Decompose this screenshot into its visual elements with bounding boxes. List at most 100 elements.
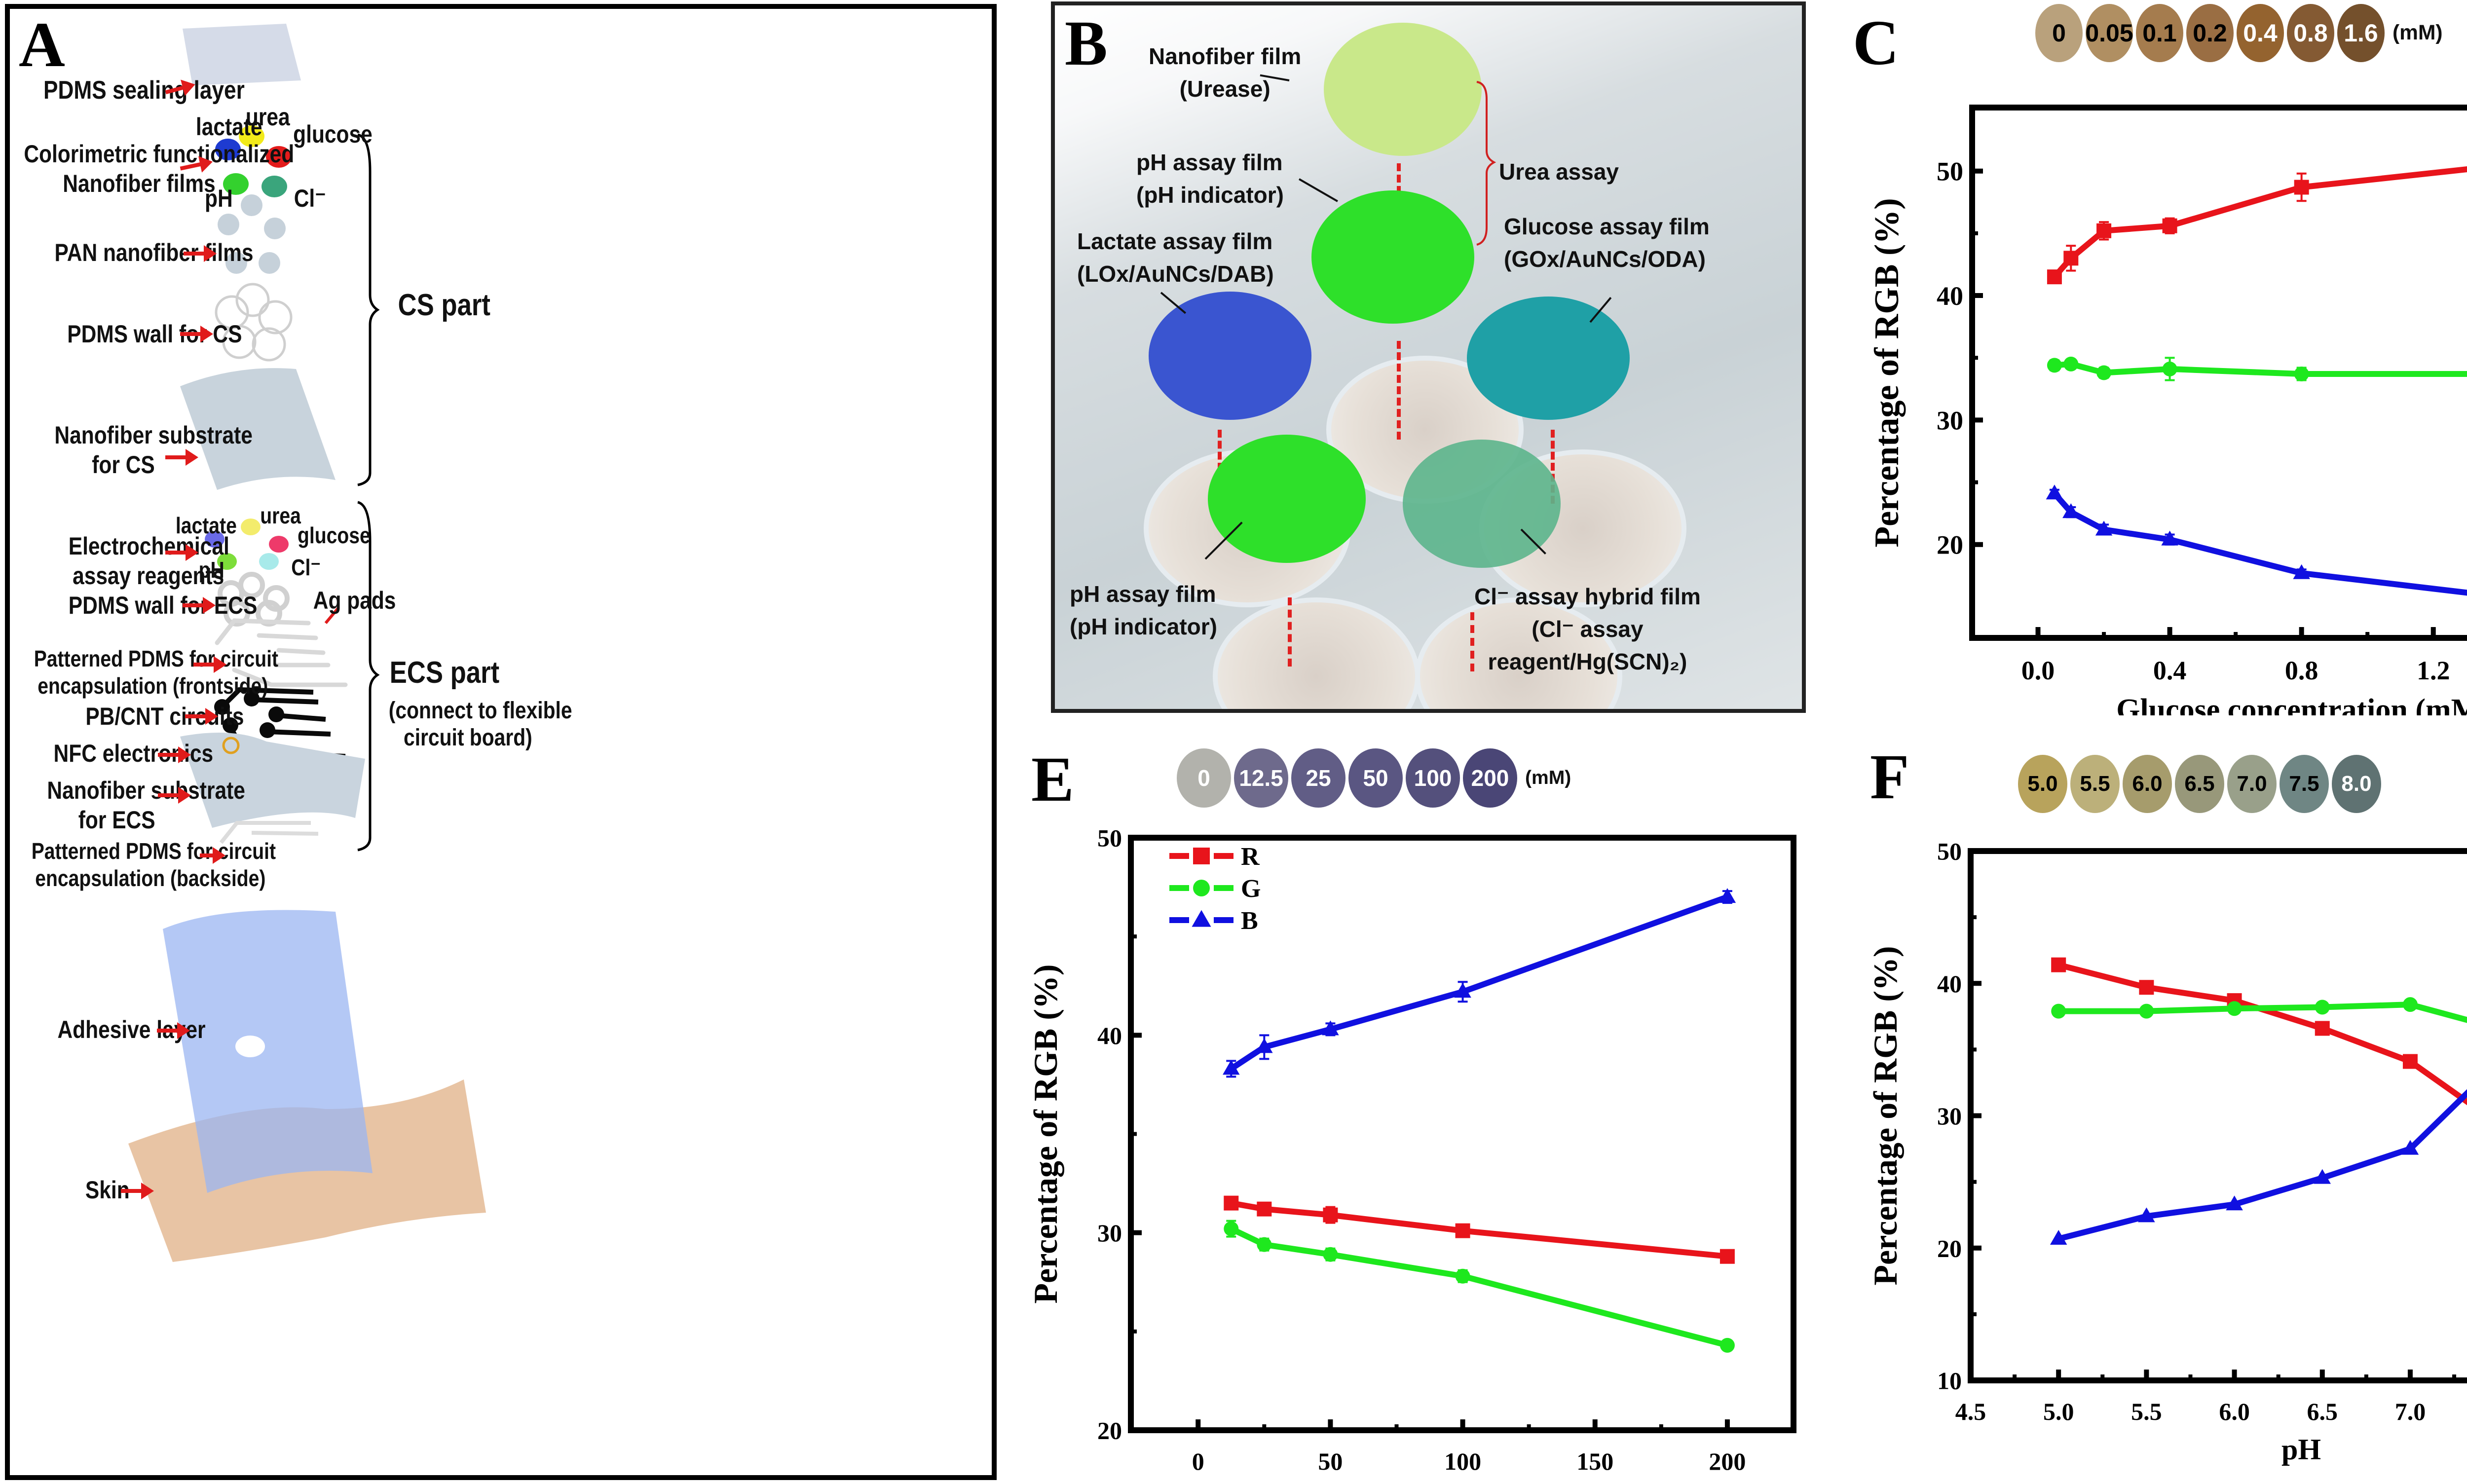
plot-frame <box>1128 835 1796 1433</box>
color-swatch: 8.0 <box>2332 755 2381 813</box>
data-point-r <box>2139 980 2154 995</box>
pan-film-dots <box>218 194 286 274</box>
sensor-well <box>1213 597 1420 709</box>
label-urea: urea <box>245 103 290 131</box>
data-point-g <box>2162 361 2177 376</box>
panel-a-exploded-view: A <box>5 4 997 1480</box>
data-point-b <box>1454 983 1471 998</box>
label-ph-bottom-line2: (pH indicator) <box>1070 614 1217 639</box>
y-tick-label: 30 <box>1937 406 1963 435</box>
series-line-g <box>2054 361 2467 377</box>
legend-item-g: G <box>1169 875 1261 903</box>
color-swatch: 0.05 <box>2085 4 2133 62</box>
legend-item-b: B <box>1169 907 1258 935</box>
y-axis-label: Percentage of RGB (%) <box>1868 198 1906 547</box>
color-swatch: 0.8 <box>2287 4 2334 62</box>
y-axis-label: Percentage of RGB (%) <box>1027 965 1064 1304</box>
patterned-pdms-front-traces <box>215 618 348 687</box>
patterned-pdms-back-traces <box>219 821 319 844</box>
color-swatch: 100 <box>1406 748 1460 808</box>
label-ecs-urea: urea <box>260 503 301 528</box>
data-point-g <box>2096 365 2112 380</box>
y-tick-label: 50 <box>1937 157 1963 186</box>
urease-film <box>1324 23 1482 156</box>
ecs-urea-dot <box>241 519 261 535</box>
series-r <box>1224 1195 1735 1264</box>
data-point-r <box>1455 1223 1470 1238</box>
label-cl-film: Cl⁻ assay hybrid film (Cl⁻ assay reagent… <box>1474 580 1701 678</box>
label-glucose-line2: (GOx/AuNCs/ODA) <box>1504 246 1706 272</box>
data-point-g <box>2402 997 2418 1012</box>
label-lactate-line1: Lactate assay film <box>1077 228 1273 254</box>
y-tick-label: 20 <box>1937 1234 1962 1262</box>
nfc-coil-shape <box>222 737 240 754</box>
ph-film-top <box>1311 190 1474 324</box>
data-point-b <box>1256 1038 1273 1053</box>
urea-assay-brace <box>1476 81 1496 246</box>
color-swatch: 0 <box>2035 4 2083 62</box>
x-tick-label: 4.5 <box>1955 1398 1986 1425</box>
series-b <box>2050 1089 2467 1245</box>
ecs-part-brace <box>357 501 380 852</box>
alignment-dash <box>1397 341 1401 440</box>
legend-item-r: R <box>1169 843 1260 871</box>
series-b <box>1223 888 1736 1078</box>
color-swatch: 6.0 <box>2123 755 2172 813</box>
label-ecs-lactate: lactate <box>175 513 237 538</box>
data-point-g <box>1224 1221 1239 1236</box>
chloride-color-swatches: 0 12.5 25 50 100 200 (mM) <box>1177 748 1571 808</box>
ph-color-swatches: 5.0 5.5 6.0 6.5 7.0 7.5 8.0 <box>2018 755 2384 813</box>
urea-film-dot <box>239 125 264 147</box>
color-swatch: 12.5 <box>1234 748 1288 808</box>
color-swatch: 1.6 <box>2337 4 2385 62</box>
color-swatch: 5.0 <box>2018 755 2067 813</box>
data-point-g <box>1719 1337 1735 1353</box>
red-arrow-icon <box>193 656 226 673</box>
data-point-b <box>2314 1169 2331 1184</box>
data-point-r <box>2162 218 2177 233</box>
data-point-r <box>2315 1021 2330 1036</box>
data-point-r <box>2047 269 2062 285</box>
y-tick-label: 20 <box>1097 1417 1122 1445</box>
swatch-unit-label: (mM) <box>1525 767 1571 788</box>
ecs-ph-dot <box>217 553 237 570</box>
label-patterned-front-2: encapsulation (frontside) <box>37 673 268 699</box>
color-swatch: 7.0 <box>2227 755 2277 813</box>
pb-cnt-circuit-pads <box>214 691 284 738</box>
data-point-r <box>2294 180 2309 195</box>
label-lactate: lactate <box>195 113 262 141</box>
data-point-r <box>1224 1195 1239 1211</box>
label-pb-cnt-circuits: PB/CNT circuits <box>85 703 244 730</box>
data-point-g <box>2315 1000 2330 1015</box>
alignment-dash <box>1551 430 1555 504</box>
panel-letter-a: A <box>19 9 65 80</box>
x-tick-label: 100 <box>1444 1447 1481 1475</box>
data-point-b <box>2095 520 2113 536</box>
label-ph-film-bottom: pH assay film (pH indicator) <box>1070 578 1217 643</box>
data-point-r <box>2096 223 2112 238</box>
label-urease-line1: Nanofiber film <box>1149 43 1302 69</box>
x-axis-label: pH <box>2281 1433 2321 1466</box>
series-line-b <box>2057 1089 2467 1242</box>
color-swatch: 6.5 <box>2175 755 2224 813</box>
label-colorimetric-2: Nanofiber films <box>63 170 216 197</box>
x-tick-label: 50 <box>1318 1447 1343 1475</box>
data-point-b <box>2226 1195 2243 1211</box>
pdms-wall-cs-rings <box>215 283 293 362</box>
ecs-lactate-dot <box>205 531 224 548</box>
y-tick-label: 30 <box>1097 1219 1122 1247</box>
label-urease-film: Nanofiber film (Urease) <box>1149 40 1301 105</box>
data-point-g <box>2051 1003 2066 1019</box>
label-ph-film-top: pH assay film (pH indicator) <box>1136 146 1284 211</box>
x-axis-label: Chloride concentration (mM) <box>1275 1483 1649 1484</box>
label-ph-bottom-line1: pH assay film <box>1070 581 1216 607</box>
label-ecs-note-1: (connect to flexible <box>388 698 572 724</box>
cl-film <box>1403 440 1561 568</box>
x-tick-label: 5.0 <box>2043 1398 2074 1425</box>
data-point-g <box>1323 1247 1338 1262</box>
color-swatch: 0.1 <box>2136 4 2183 62</box>
data-point-b <box>2293 564 2310 579</box>
red-arrow-icon <box>200 847 225 864</box>
data-point-r <box>1719 1249 1735 1264</box>
